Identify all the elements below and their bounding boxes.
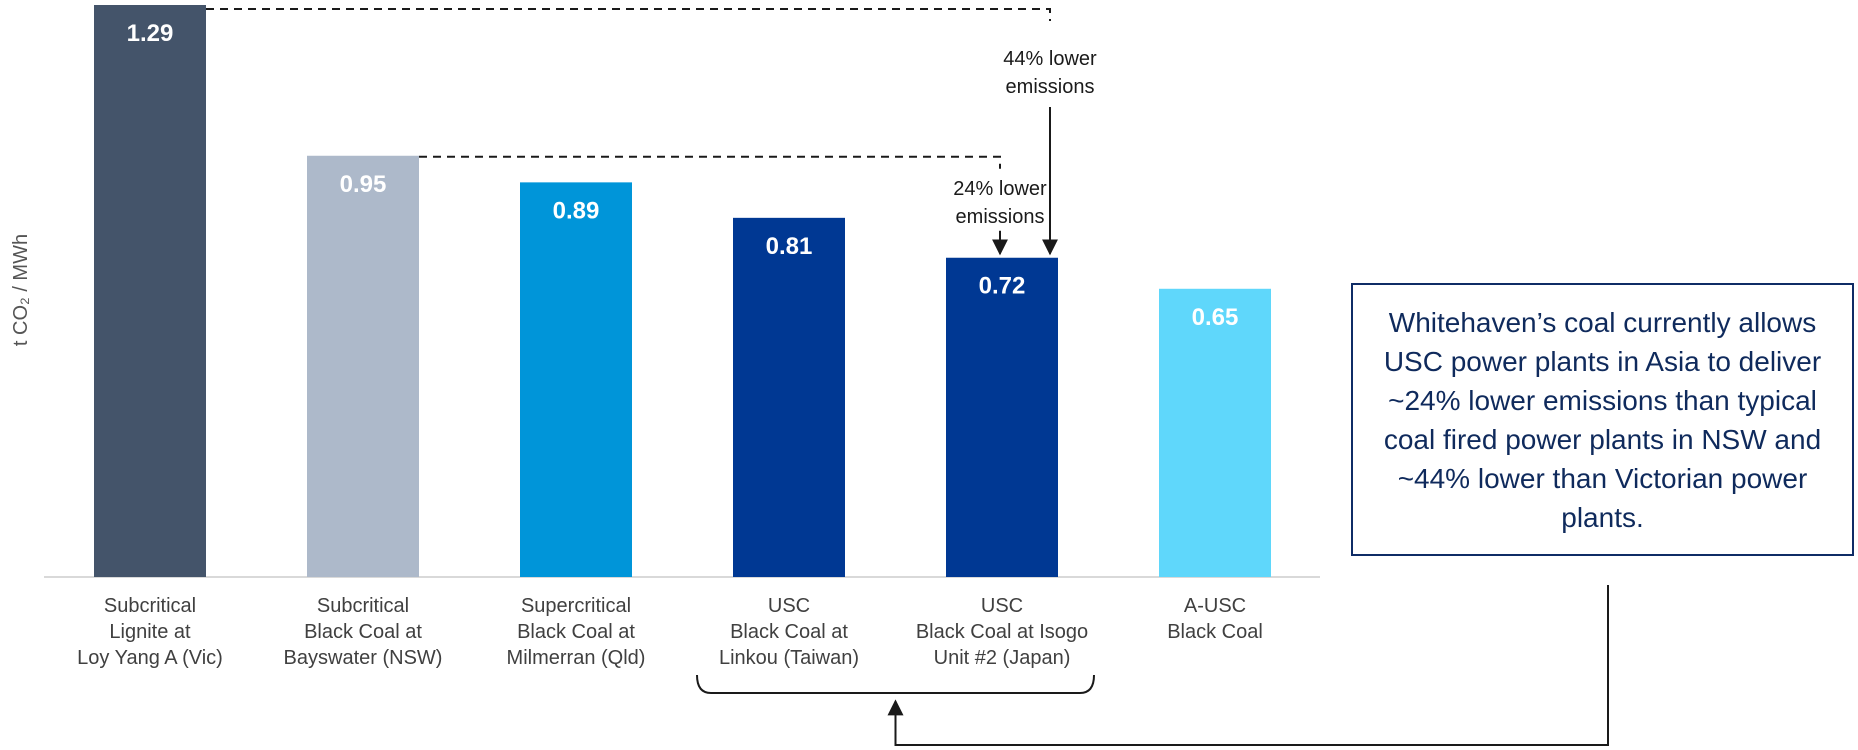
category-label-line: Unit #2 (Japan)	[934, 647, 1071, 669]
bar-value-label: 0.81	[766, 233, 813, 260]
category-label-line: Black Coal at	[304, 621, 422, 643]
category-label-line: USC	[981, 595, 1023, 617]
category-label-line: Subcritical	[317, 595, 409, 617]
bar	[520, 182, 632, 578]
category-label-line: Black Coal	[1167, 621, 1263, 643]
category-label-line: Subcritical	[104, 595, 196, 617]
category-labels-layer: Subcritical Lignite at Loy Yang A (Vic)Sub…	[77, 595, 1263, 669]
category-label-line: Supercritical	[521, 595, 631, 617]
callout-connector-arrow	[887, 585, 1609, 746]
category-label-line: Black Coal at Isogo	[916, 621, 1088, 643]
callout-text: Whitehaven’s coal currently allows USC p…	[1383, 306, 1822, 533]
annotations-layer: 44% lower emissions 24% lower emissions	[206, 8, 1609, 746]
category-label-line: Lignite at	[109, 621, 191, 643]
bar	[1159, 288, 1271, 577]
annotation-24-line: emissions	[956, 206, 1045, 228]
annotation-44-line: 44% lower	[1003, 48, 1097, 70]
annotation-24: 24% lower emissions	[953, 178, 1047, 228]
connector-24-dashed	[419, 155, 1001, 169]
bar	[94, 5, 206, 577]
category-label-line: A-USC	[1184, 595, 1246, 617]
category-label: Subcritical Lignite at Loy Yang A (Vic)	[77, 595, 223, 669]
bar-value-label: 1.29	[127, 20, 174, 47]
category-label-line: Milmerran (Qld)	[507, 647, 646, 669]
category-label-line: Bayswater (NSW)	[284, 647, 443, 669]
category-label: USC Black Coal at Isogo Unit #2 (Japan)	[916, 595, 1088, 669]
annotation-44: 44% lower emissions	[1003, 48, 1097, 98]
category-label: Subcritical Black Coal at Bayswater (NSW)	[284, 595, 443, 669]
y-axis-label: t CO₂ / MWh	[10, 234, 32, 346]
category-label: A-USC Black Coal	[1167, 595, 1263, 643]
category-label-line: Loy Yang A (Vic)	[77, 647, 223, 669]
usc-bracket	[696, 674, 1095, 694]
bar-value-label: 0.72	[979, 273, 1026, 300]
category-label: USC Black Coal at Linkou (Taiwan)	[719, 595, 859, 669]
annotation-44-line: emissions	[1006, 76, 1095, 98]
connector-44-dashed	[206, 8, 1051, 21]
category-label-line: USC	[768, 595, 810, 617]
bar-value-label: 0.95	[340, 171, 387, 198]
category-label-line: Black Coal at	[730, 621, 848, 643]
category-label: Supercritical Black Coal at Milmerran (Qld…	[507, 595, 646, 669]
annotation-24-line: 24% lower	[953, 178, 1047, 200]
category-label-line: Linkou (Taiwan)	[719, 647, 859, 669]
bar-value-label: 0.89	[553, 197, 600, 224]
bar	[307, 155, 419, 577]
bar	[733, 217, 845, 577]
bar	[946, 257, 1058, 577]
bars-layer: 1.29 0.95 0.89 0.81 0.72 0.65	[44, 5, 1320, 578]
category-label-line: Black Coal at	[517, 621, 635, 643]
bar-value-label: 0.65	[1192, 304, 1239, 331]
callout-box: Whitehaven’s coal currently allows USC p…	[1351, 283, 1854, 556]
